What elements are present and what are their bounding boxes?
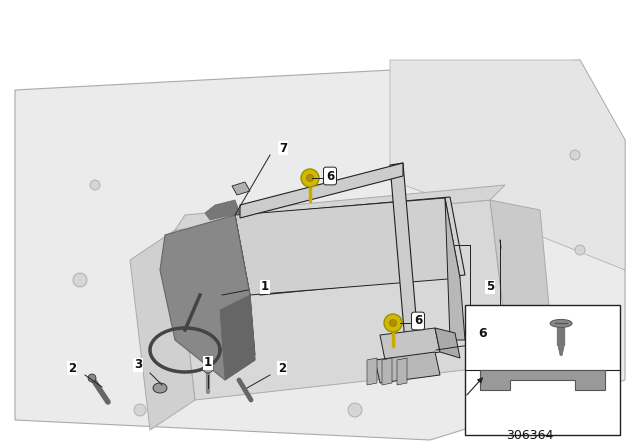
Polygon shape bbox=[445, 198, 465, 340]
Polygon shape bbox=[235, 215, 255, 355]
Polygon shape bbox=[480, 370, 605, 390]
Text: 6: 6 bbox=[479, 327, 487, 340]
Polygon shape bbox=[240, 163, 403, 218]
Polygon shape bbox=[390, 163, 418, 342]
Circle shape bbox=[307, 174, 314, 181]
FancyBboxPatch shape bbox=[465, 305, 620, 435]
Polygon shape bbox=[382, 358, 392, 385]
Polygon shape bbox=[558, 346, 564, 355]
Polygon shape bbox=[490, 200, 555, 370]
Polygon shape bbox=[235, 198, 460, 295]
Circle shape bbox=[348, 403, 362, 417]
Ellipse shape bbox=[550, 319, 572, 327]
Circle shape bbox=[88, 374, 96, 382]
Text: 4: 4 bbox=[479, 339, 487, 352]
Circle shape bbox=[73, 273, 87, 287]
Ellipse shape bbox=[153, 383, 167, 393]
Text: 3: 3 bbox=[134, 358, 142, 371]
Text: 5: 5 bbox=[486, 280, 494, 293]
Text: 306364: 306364 bbox=[506, 428, 554, 441]
Polygon shape bbox=[175, 185, 505, 230]
Text: 2: 2 bbox=[68, 362, 76, 375]
Circle shape bbox=[570, 150, 580, 160]
Polygon shape bbox=[220, 295, 255, 380]
Text: 6: 6 bbox=[414, 314, 422, 327]
Polygon shape bbox=[380, 328, 440, 360]
Polygon shape bbox=[15, 60, 625, 440]
Circle shape bbox=[480, 385, 490, 395]
Polygon shape bbox=[367, 358, 377, 385]
Polygon shape bbox=[390, 60, 625, 270]
Text: 2: 2 bbox=[278, 362, 286, 375]
Circle shape bbox=[389, 319, 397, 327]
Text: 1: 1 bbox=[204, 357, 212, 370]
Circle shape bbox=[575, 245, 585, 255]
Polygon shape bbox=[130, 230, 195, 430]
Polygon shape bbox=[205, 200, 240, 220]
Polygon shape bbox=[245, 197, 465, 295]
Circle shape bbox=[90, 180, 100, 190]
Circle shape bbox=[203, 363, 213, 373]
Polygon shape bbox=[175, 200, 510, 400]
Circle shape bbox=[384, 314, 402, 332]
Text: 1: 1 bbox=[261, 280, 269, 293]
Circle shape bbox=[134, 404, 146, 416]
Circle shape bbox=[301, 169, 319, 187]
Text: 7: 7 bbox=[279, 142, 287, 155]
Polygon shape bbox=[397, 358, 407, 385]
Polygon shape bbox=[375, 352, 440, 383]
Text: 6: 6 bbox=[326, 169, 334, 182]
Polygon shape bbox=[160, 215, 255, 380]
Polygon shape bbox=[232, 182, 250, 195]
Polygon shape bbox=[435, 328, 460, 358]
